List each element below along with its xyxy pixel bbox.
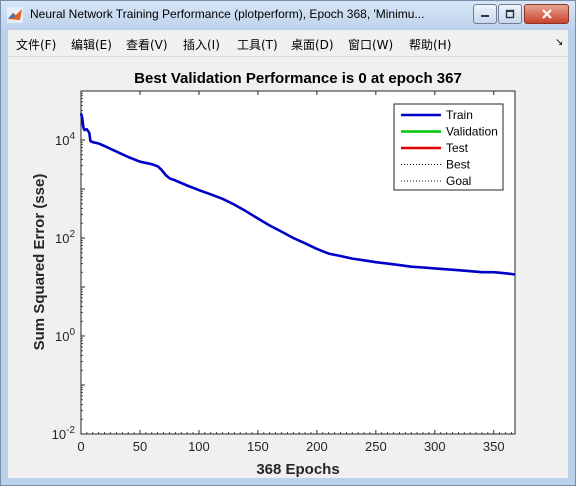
minimize-button[interactable]	[473, 4, 497, 24]
menu-help[interactable]: 帮助(H)	[409, 38, 452, 52]
toolbar-collapse-icon[interactable]: ↘	[555, 37, 564, 48]
x-tick-label: 150	[247, 439, 269, 454]
legend-label-test: Test	[446, 141, 469, 155]
x-tick-label: 300	[424, 439, 446, 454]
menu-file[interactable]: 文件(F)	[16, 38, 57, 52]
figure-canvas: Best Validation Performance is 0 at epoc…	[8, 57, 568, 478]
maximize-button[interactable]	[498, 4, 522, 24]
legend-label-best: Best	[446, 158, 471, 172]
legend-label-validation: Validation	[446, 125, 498, 139]
y-tick-exponent: 2	[69, 229, 75, 240]
minimize-icon	[481, 15, 489, 17]
y-tick-base: 10	[55, 329, 69, 344]
x-tick-label: 100	[188, 439, 210, 454]
x-tick-label: 250	[365, 439, 387, 454]
legend-label-train: Train	[446, 108, 473, 122]
legend-items: Train Validation Test Best Goal	[401, 108, 498, 188]
x-tick-label: 50	[133, 439, 147, 454]
menu-tools[interactable]: 工具(T)	[237, 38, 278, 52]
y-tick-label: 104	[55, 131, 75, 148]
y-tick-base: 10	[55, 133, 69, 148]
performance-chart: Best Validation Performance is 0 at epoc…	[31, 70, 516, 478]
menu-insert[interactable]: 插入(I)	[183, 38, 220, 52]
title-bar[interactable]: Neural Network Training Performance (plo…	[1, 1, 575, 29]
y-tick-base: 10	[52, 427, 66, 442]
y-tick-label: 10-2	[52, 425, 76, 442]
y-tick-label: 102	[55, 229, 75, 246]
y-axis-label: Sum Squared Error (sse)	[31, 174, 48, 351]
x-tick-label: 0	[77, 439, 84, 454]
matlab-logo-icon	[7, 7, 23, 23]
close-button[interactable]	[524, 4, 569, 24]
close-icon	[541, 9, 552, 19]
menu-desktop[interactable]: 桌面(D)	[291, 38, 334, 52]
x-tick-label: 350	[483, 439, 505, 454]
x-tick-labels: 0 50 100 150 200 250 300 350	[77, 439, 504, 454]
window-title: Neural Network Training Performance (plo…	[30, 7, 425, 21]
menu-window[interactable]: 窗口(W)	[348, 38, 394, 52]
chart-title: Best Validation Performance is 0 at epoc…	[134, 70, 462, 87]
legend: Train Validation Test Best Goal	[393, 103, 504, 191]
y-tick-exponent: -2	[66, 425, 75, 436]
y-tick-exponent: 4	[69, 131, 75, 142]
y-tick-exponent: 0	[69, 327, 75, 338]
legend-label-goal: Goal	[446, 174, 471, 188]
menu-view[interactable]: 查看(V)	[126, 38, 168, 52]
maximize-icon	[505, 9, 515, 19]
x-tick-label: 200	[306, 439, 328, 454]
y-tick-label: 100	[55, 327, 75, 344]
y-tick-base: 10	[55, 231, 69, 246]
x-axis-label: 368 Epochs	[256, 461, 339, 478]
menu-bar: 文件(F) 编辑(E) 查看(V) 插入(I) 工具(T) 桌面(D) 窗口(W…	[8, 30, 568, 57]
menu-edit[interactable]: 编辑(E)	[71, 38, 112, 52]
train-series-line	[79, 112, 516, 276]
